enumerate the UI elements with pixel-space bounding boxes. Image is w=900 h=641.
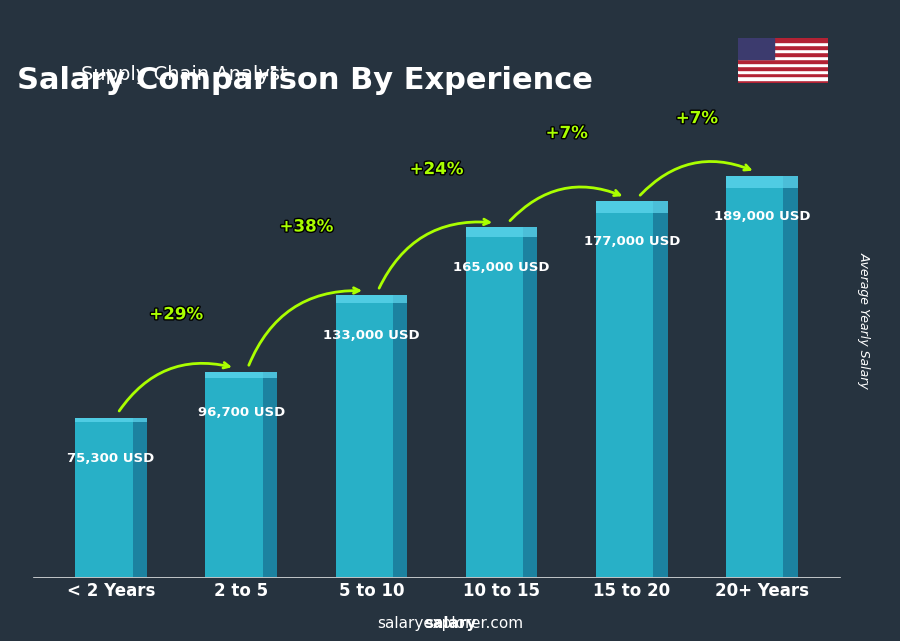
Text: 75,300 USD: 75,300 USD — [68, 451, 155, 465]
Bar — [205, 372, 277, 578]
Text: +7%: +7% — [676, 109, 718, 127]
Bar — [76, 417, 147, 578]
Bar — [132, 417, 147, 578]
Text: +29%: +29% — [149, 305, 203, 323]
Text: +24%: +24% — [410, 160, 464, 178]
Bar — [738, 38, 828, 42]
Bar — [336, 295, 407, 578]
Bar — [738, 56, 828, 59]
Bar — [336, 295, 407, 303]
Text: Average Yearly Salary: Average Yearly Salary — [858, 252, 870, 389]
Bar — [76, 417, 147, 422]
Text: 96,700 USD: 96,700 USD — [198, 406, 285, 419]
Text: +7%: +7% — [545, 124, 588, 142]
Bar — [738, 49, 828, 53]
Bar — [523, 227, 537, 578]
Text: Salary Comparison By Experience: Salary Comparison By Experience — [17, 66, 593, 96]
Bar — [738, 59, 828, 63]
Bar — [738, 76, 828, 80]
Text: 165,000 USD: 165,000 USD — [454, 261, 550, 274]
Bar — [738, 80, 828, 83]
Text: salaryexplorer.com: salaryexplorer.com — [377, 616, 523, 631]
Bar — [466, 227, 537, 578]
Bar — [738, 42, 828, 46]
Bar — [738, 73, 828, 76]
Text: 133,000 USD: 133,000 USD — [323, 329, 419, 342]
Text: 177,000 USD: 177,000 USD — [583, 235, 680, 249]
Bar — [738, 69, 828, 73]
Text: Supply Chain Analyst: Supply Chain Analyst — [81, 65, 288, 84]
Bar — [596, 201, 668, 578]
Bar — [653, 201, 668, 578]
Bar — [393, 295, 407, 578]
Bar — [263, 372, 277, 578]
Bar — [738, 53, 828, 56]
Bar — [738, 66, 828, 69]
Bar — [738, 38, 774, 59]
Text: +38%: +38% — [280, 217, 333, 235]
Bar — [596, 201, 668, 213]
Bar — [738, 63, 828, 66]
Bar — [738, 46, 828, 49]
Text: salary: salary — [424, 616, 476, 631]
Text: 189,000 USD: 189,000 USD — [714, 210, 810, 223]
Bar — [726, 176, 797, 188]
Bar — [726, 176, 797, 578]
Bar — [205, 372, 277, 378]
Bar — [783, 176, 797, 578]
Bar — [466, 227, 537, 237]
